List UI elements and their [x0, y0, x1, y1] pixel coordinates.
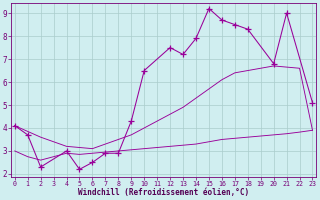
X-axis label: Windchill (Refroidissement éolien,°C): Windchill (Refroidissement éolien,°C): [78, 188, 249, 197]
